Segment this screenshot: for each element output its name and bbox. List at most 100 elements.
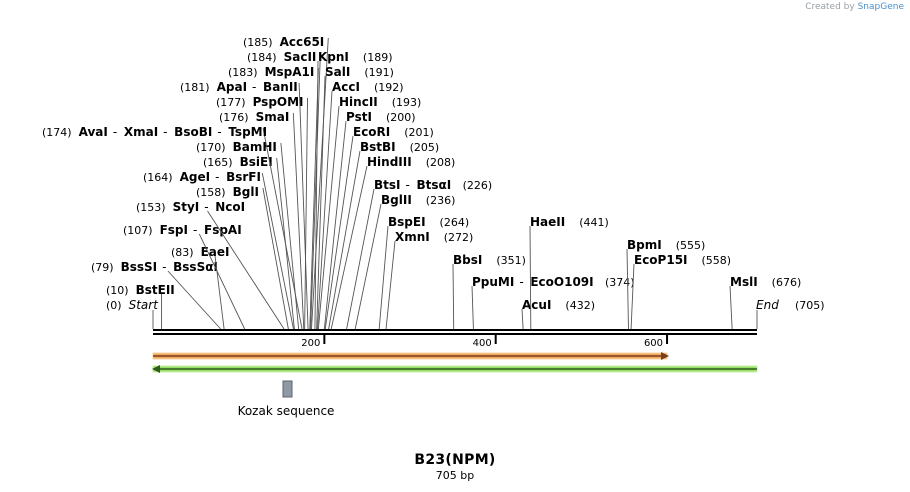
site-position: (236) [426,194,456,207]
site-enzyme-name: AcuI [522,298,551,312]
site-position: (191) [364,66,394,79]
site-sali: (191) SalI [316,65,394,330]
site-enzyme-name: TspMI [228,125,267,139]
site-enzyme-name: HaeII [530,215,565,229]
ruler-label: 600 [644,338,663,349]
site-leader [471,285,474,330]
kozak-sequence-box [282,380,293,398]
site-acci: (192) AccI [317,80,404,330]
site-bsssi: (79) BssSI - BssSαI [91,260,222,330]
ruler-label: 400 [473,338,492,349]
site-agei: (164) AgeI - BsrFI [143,170,294,330]
site-leader [378,225,389,330]
site-position: (200) [386,111,416,124]
site-position: (264) [440,216,470,229]
site-bspei: (264) BspEI [378,215,470,330]
site-bsiei: (165) BsiEI [203,155,295,330]
site-position: (205) [410,141,440,154]
site-leader [330,165,368,330]
site-enzyme-name: EcoO109I [530,275,593,289]
site-enzyme-name: AgeI [180,170,210,184]
site-enzyme-name: BspEI [388,215,426,229]
site-enzyme-name: BglII [381,193,412,207]
site-enzyme-name: EcoRI [353,125,390,139]
snapgene-credit: Created by SnapGene [805,2,904,12]
site-position: (176) [219,111,249,124]
site-position: (208) [426,156,456,169]
site-separator: - [519,275,523,289]
site-enzyme-name: SmaI [256,110,290,124]
site-enzyme-name: BtsI [374,178,401,192]
site-mspa1i: (183) MspA1I [228,65,319,330]
site-leader [346,188,375,330]
credit-prefix: Created by [805,2,855,12]
site-ecori: (201) EcoRI [324,125,434,330]
site-leader [529,225,532,330]
site-separator: - [162,260,166,274]
site-leader [314,60,319,330]
site-leader [310,52,321,330]
site-position: (79) [91,261,114,274]
feature-forward-arrowhead [661,352,670,360]
site-separator: - [406,178,410,192]
site-leader [626,248,629,330]
site-enzyme-name: NcoI [215,200,245,214]
site-enzyme-name: PstI [346,110,372,124]
site-psti: (200) PstI [323,110,416,330]
site-enzyme-name: KpnI [318,50,349,64]
site-leader [298,82,309,330]
site-enzyme-name: AvaI [79,125,108,139]
site-position: (107) [123,224,153,237]
site-leader [354,203,382,330]
site-leader [323,120,347,330]
site-styi: (153) StyI - NcoI [136,200,285,330]
site-position: (351) [496,254,526,267]
site-ppumi: (374) PpuMI - EcoO109I [471,275,635,330]
site-haeii: (441) HaeII [529,215,609,330]
site-leader [198,233,246,330]
site-enzyme-name: BsrFI [226,170,261,184]
site-separator: - [204,200,208,214]
site-bstbi: (205) BstBI [328,140,440,330]
site-ecop15i: (558) EcoP15I [630,253,731,330]
site-position: (705) [795,299,825,312]
site-leader [309,67,319,330]
site-sacii: (184) SacII [247,50,321,330]
site-leader [262,187,289,330]
credit-brand: SnapGene [857,2,904,12]
site-position: (226) [463,179,493,192]
site-bpmi: (555) BpmI [626,238,705,330]
site-position: (153) [136,201,166,214]
site-position: (184) [247,51,277,64]
site-leader [316,75,326,330]
site-leader [630,263,635,330]
site-apai: (181) ApaI - BanII [180,80,309,330]
site-leader [292,112,305,330]
site-leader [328,150,361,330]
site-btsi: (226) BtsI - BtsαI [346,178,493,330]
site-position: (272) [444,231,474,244]
site-position: (83) [171,246,194,259]
site-enzyme-name: FspAI [204,223,242,237]
site-leader [385,240,396,330]
site-enzyme-name: MspA1I [265,65,315,79]
site-leader [207,210,285,330]
site-enzyme-name: XmnI [395,230,430,244]
site-acui: (432) AcuI [521,298,595,330]
site-position: (676) [772,276,802,289]
site-msli: (676) MslI [729,275,802,330]
site-position: (165) [203,156,233,169]
site-enzyme-name: BamHI [233,140,277,154]
site-bgli: (158) BglI [196,185,289,330]
site-bbsi: (351) BbsI [452,253,526,330]
site-enzyme-name: EcoP15I [634,253,688,267]
site-leader [262,127,303,330]
site-enzyme-name: XmaI [124,125,158,139]
site-acc65i: (185) Acc65I [243,35,329,330]
site-leader [521,308,524,330]
site-enzyme-name: PpuMI [472,275,514,289]
site-position: (10) [106,284,129,297]
site-leader [214,255,225,330]
site-position: (177) [216,96,246,109]
